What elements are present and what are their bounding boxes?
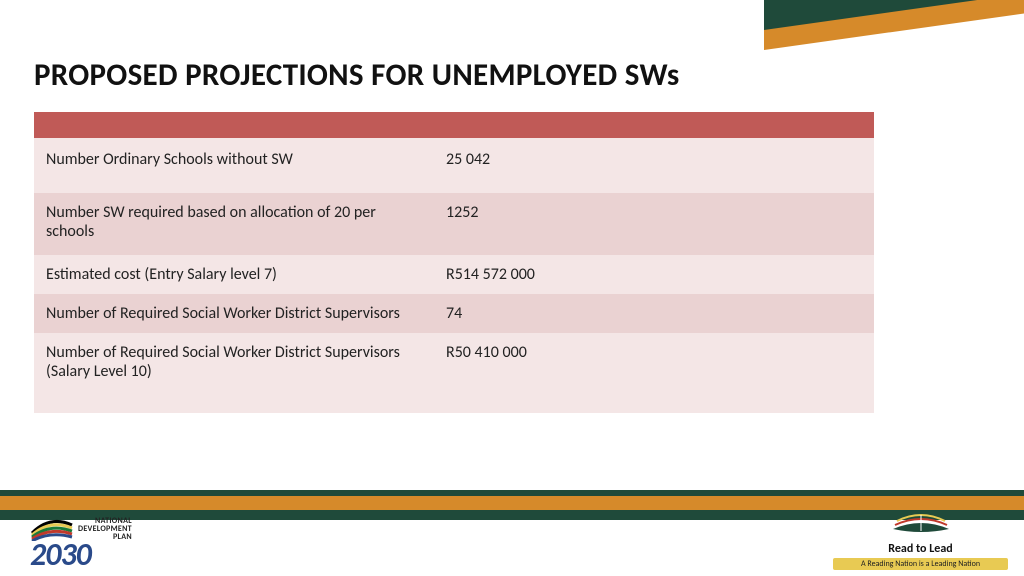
table-header-cell <box>434 112 874 138</box>
row-value: 25 042 <box>434 138 874 193</box>
row-value: R514 572 000 <box>434 255 874 294</box>
row-label: Number of Required Social Worker Distric… <box>34 294 434 333</box>
rtl-title: Read to Lead <box>833 542 1008 556</box>
rtl-subtitle: A Reading Nation is a Leading Nation <box>833 558 1008 570</box>
row-value: R50 410 000 <box>434 333 874 413</box>
table-header-row <box>34 112 874 138</box>
open-book-icon <box>891 509 951 535</box>
table-row: Number of Required Social Worker Distric… <box>34 294 874 333</box>
table-row: Estimated cost (Entry Salary level 7) R5… <box>34 255 874 294</box>
row-label: Number of Required Social Worker Distric… <box>34 333 434 413</box>
slide-title: PROPOSED PROJECTIONS FOR UNEMPLOYED SWs <box>34 56 680 94</box>
projections-table: Number Ordinary Schools without SW 25 04… <box>34 112 874 413</box>
ndp-year: 2030 <box>30 541 190 570</box>
table-header-cell <box>34 112 434 138</box>
row-label: Number Ordinary Schools without SW <box>34 138 434 193</box>
ndp-2030-logo: NATIONAL DEVELOPMENT PLAN 2030 <box>30 511 190 570</box>
row-label: Estimated cost (Entry Salary level 7) <box>34 255 434 294</box>
row-value: 74 <box>434 294 874 333</box>
table-row: Number of Required Social Worker Distric… <box>34 333 874 413</box>
read-to-lead-logo: Read to Lead A Reading Nation is a Leadi… <box>833 509 1008 570</box>
row-label: Number SW required based on allocation o… <box>34 193 434 255</box>
table-row: Number SW required based on allocation o… <box>34 193 874 255</box>
row-value: 1252 <box>434 193 874 255</box>
corner-accent-top <box>764 0 1024 50</box>
table-row: Number Ordinary Schools without SW 25 04… <box>34 138 874 193</box>
